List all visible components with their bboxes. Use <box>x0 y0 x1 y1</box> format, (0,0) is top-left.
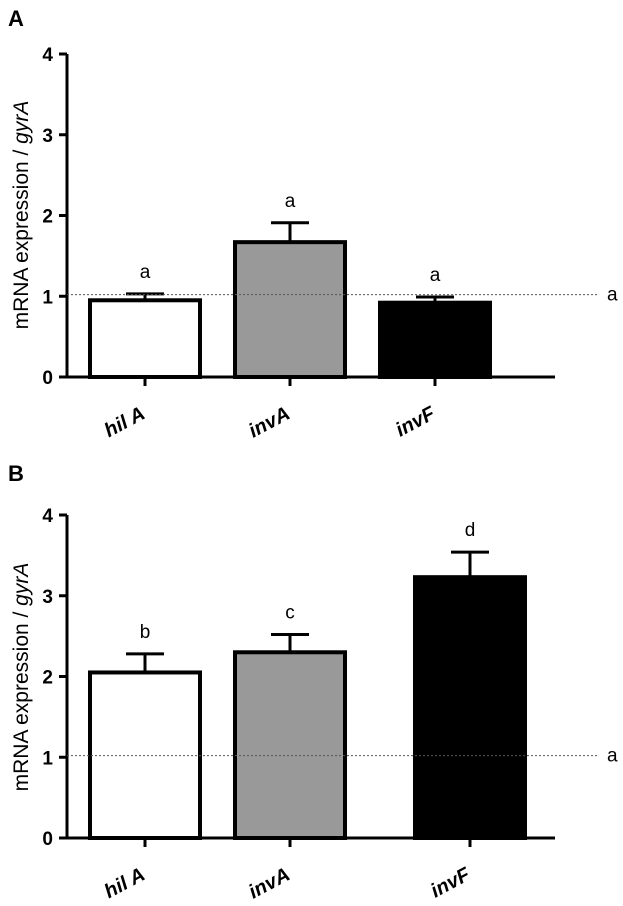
significance-label: b <box>140 622 151 643</box>
y-tick-label: 0 <box>42 829 53 850</box>
significance-label: a <box>140 262 151 283</box>
reference-line-label: a <box>607 285 618 306</box>
significance-label: d <box>465 520 476 541</box>
x-tick-label: hil A <box>101 864 149 903</box>
x-tick-label: invA <box>245 864 294 904</box>
x-tick-label: invF <box>427 863 474 902</box>
panel-label: A <box>8 6 24 31</box>
significance-label: a <box>285 191 296 212</box>
x-tick-label: invA <box>245 403 294 443</box>
bar <box>88 298 202 380</box>
panel-b: B mRNA expression / gyrA 0 1 2 3 4 b hil A c inv… <box>0 453 623 906</box>
y-tick-label: 2 <box>42 668 53 689</box>
bar <box>233 650 347 840</box>
x-tick-label: invF <box>392 402 439 441</box>
x-tick-label: hil A <box>101 403 149 442</box>
bar <box>378 300 492 379</box>
y-axis-label: mRNA expression / gyrA <box>10 101 33 330</box>
y-tick-label: 0 <box>42 368 53 389</box>
plot-area: 0 1 2 3 4 a hil A a invA a invF a <box>42 45 618 442</box>
y-tick-label: 3 <box>42 126 53 147</box>
significance-label: a <box>430 265 441 286</box>
significance-label: c <box>285 603 295 624</box>
chart-b-svg: B mRNA expression / gyrA 0 1 2 3 4 b hil A c inv… <box>8 461 618 903</box>
plot-area: 0 1 2 3 4 b hil A c invA d invF a <box>42 506 618 903</box>
reference-line-label: a <box>607 746 618 767</box>
y-tick-label: 3 <box>42 587 53 608</box>
y-tick-label: 4 <box>42 45 53 66</box>
panel-a: A mRNA expression / gyrA 0 1 2 3 4 a hil A a inv… <box>8 6 618 442</box>
y-tick-label: 4 <box>42 506 53 527</box>
y-tick-label: 1 <box>42 287 53 308</box>
y-tick-label: 1 <box>42 748 53 769</box>
bar <box>233 240 347 379</box>
chart-a-svg: A mRNA expression / gyrA 0 1 2 3 4 a hil A a inv… <box>8 6 618 442</box>
bar <box>413 575 527 841</box>
panel-label: B <box>8 461 24 486</box>
y-tick-label: 2 <box>42 207 53 228</box>
y-axis-label: mRNA expression / gyrA <box>10 563 33 792</box>
